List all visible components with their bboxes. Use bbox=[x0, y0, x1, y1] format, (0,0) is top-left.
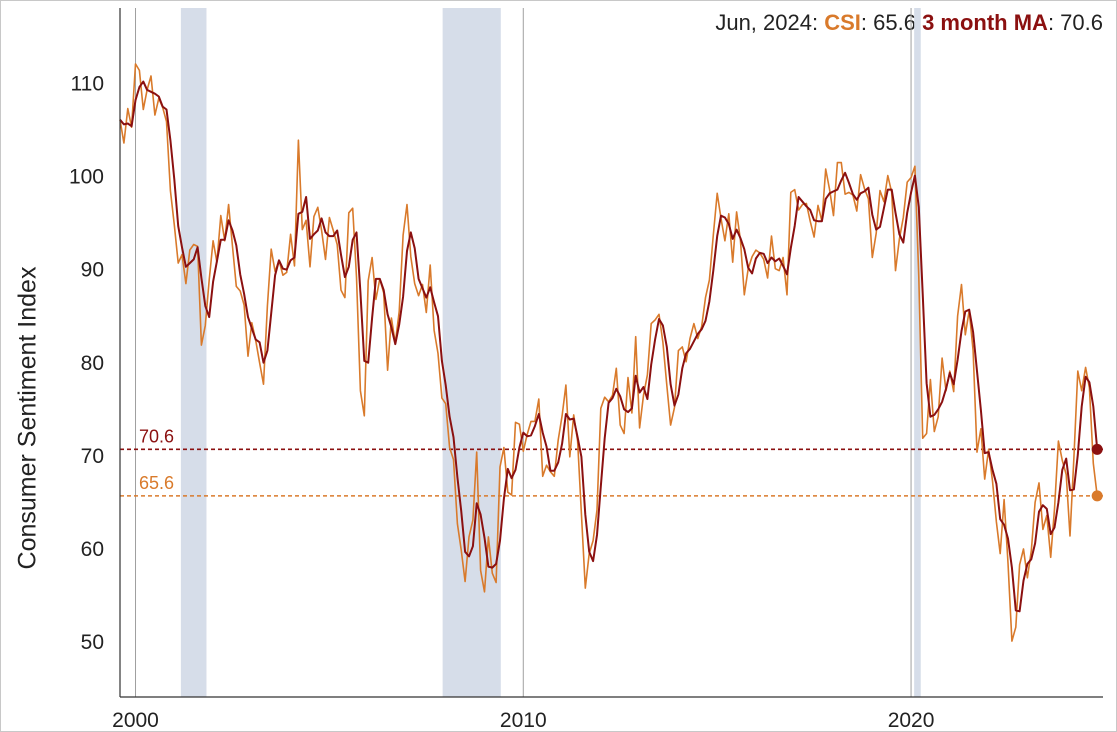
axes bbox=[119, 8, 1103, 698]
y-tick-label: 100 bbox=[69, 166, 104, 189]
y-tick-label: 90 bbox=[81, 259, 104, 282]
x-tick-label: 2020 bbox=[888, 709, 935, 732]
series-endpoint-csi bbox=[1091, 490, 1103, 502]
y-tick-label: 110 bbox=[71, 72, 104, 95]
series-endpoints bbox=[1091, 443, 1103, 502]
recession-band bbox=[914, 8, 921, 697]
series-line-ma bbox=[119, 80, 1099, 613]
y-tick-label: 60 bbox=[81, 538, 104, 561]
y-axis-ticks: 50 60 70 80 90 100 110 bbox=[69, 72, 104, 654]
y-tick-label: 50 bbox=[81, 631, 104, 654]
readout-csi-label: CSI bbox=[824, 10, 861, 35]
series-endpoint-ma bbox=[1091, 443, 1103, 455]
x-axis-ticks: 2000 2010 2020 bbox=[112, 709, 934, 732]
readout-date: Jun, 2024: bbox=[715, 10, 819, 35]
readout-ma-value: : 70.6 bbox=[1047, 10, 1103, 35]
decade-marker-lines bbox=[135, 8, 912, 697]
y-tick-label: 70 bbox=[81, 445, 104, 468]
x-tick-label: 2010 bbox=[500, 709, 547, 732]
recession-band bbox=[442, 8, 501, 697]
reference-lines: 70.6 65.6 bbox=[120, 426, 1103, 497]
reference-label-ma: 70.6 bbox=[139, 426, 174, 446]
y-tick-label: 80 bbox=[81, 352, 104, 375]
x-tick-label: 2000 bbox=[112, 709, 159, 732]
latest-value-readout: Jun, 2024: CSI: 65.6 3 month MA: 70.6 bbox=[715, 10, 1103, 36]
series-lines bbox=[119, 63, 1099, 642]
reference-label-csi: 65.6 bbox=[139, 473, 174, 493]
recession-bands bbox=[180, 8, 921, 697]
recession-band bbox=[180, 8, 207, 697]
readout-csi-value: : 65.6 bbox=[860, 10, 916, 35]
readout-ma-label: 3 month MA bbox=[922, 10, 1048, 35]
